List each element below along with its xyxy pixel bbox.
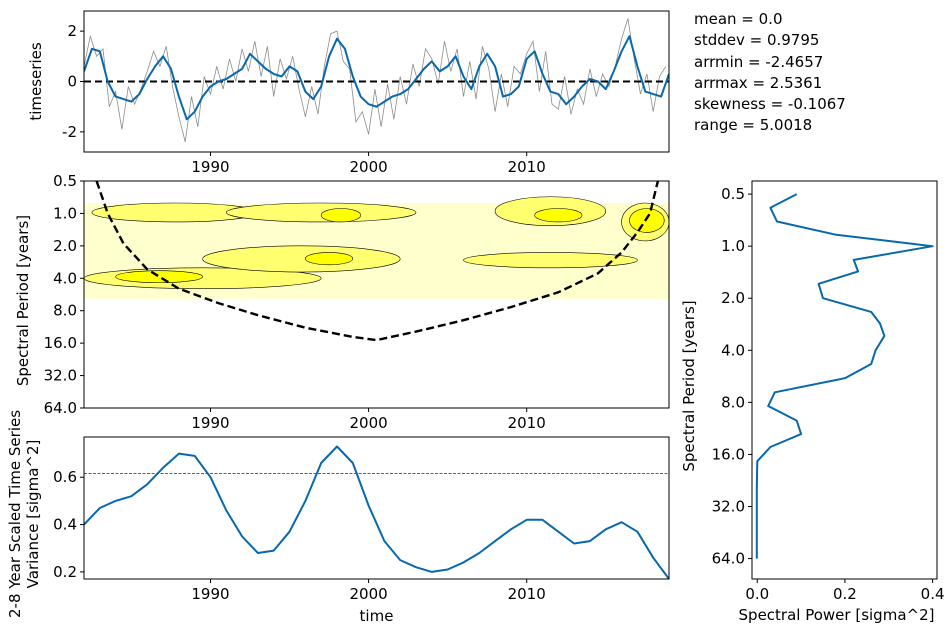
wavelet-ytick-label: 1.0 bbox=[53, 204, 77, 222]
wavelet-ytick-label: 4.0 bbox=[53, 269, 77, 287]
global-spectrum-xtick-label: 0.4 bbox=[921, 585, 945, 603]
timeseries-xtick-label: 1990 bbox=[191, 158, 229, 176]
cone-of-influence-line bbox=[95, 181, 660, 342]
timeseries-ytick-label: -2 bbox=[62, 123, 77, 141]
global-spectrum-ytick-label: 16.0 bbox=[712, 445, 745, 463]
timeseries-xtick-label: 2010 bbox=[508, 158, 546, 176]
scaled-average-frame bbox=[83, 436, 670, 580]
wavelet-ytick-label: 0.5 bbox=[53, 172, 77, 190]
wavelet-power-panel: 1990 2000 2010 0.5 1.0 2.0 4.0 8.0 16.0 32.0 64.0 S… bbox=[14, 172, 670, 432]
contour-region-high bbox=[534, 208, 583, 223]
wavelet-ytick-label: 2.0 bbox=[53, 237, 77, 255]
contour-region-mid bbox=[202, 245, 401, 273]
stat-stddev: stddev = 0.9795 bbox=[694, 31, 820, 50]
wavelet-ylabel: Spectral Period [years] bbox=[14, 215, 32, 386]
scaled-average-xlabel: time bbox=[360, 607, 394, 625]
scaled-average-panel: 1990 2000 2010 0.2 0.4 0.6 time 2-8 Year Scaled… bbox=[6, 410, 670, 625]
wavelet-plot-area bbox=[84, 181, 669, 342]
wavelet-ytick-label: 8.0 bbox=[53, 302, 77, 320]
wavelet-xtick-label: 2000 bbox=[350, 414, 388, 432]
contour-region-high bbox=[320, 208, 361, 223]
stats-panel: mean = 0.0 stddev = 0.9795 arrmin = -2.4… bbox=[694, 9, 846, 137]
timeseries-panel: 1990 2000 2010 -2 0 2 timeseries bbox=[27, 10, 670, 176]
global-spectrum-ytick-label: 0.5 bbox=[721, 185, 745, 203]
global-spectrum-ytick-label: 64.0 bbox=[712, 550, 745, 568]
global-spectrum-xlabel: Spectral Power [sigma^2] bbox=[739, 606, 935, 624]
wavelet-ytick-label: 64.0 bbox=[44, 399, 77, 417]
global-spectrum-ytick-label: 4.0 bbox=[721, 341, 745, 359]
global-spectrum-frame bbox=[751, 180, 938, 580]
scaled-average-ylabel-line2: Variance [sigma^2] bbox=[24, 440, 42, 589]
stat-mean: mean = 0.0 bbox=[694, 10, 783, 28]
scaled-average-line bbox=[83, 445, 670, 580]
stat-arrmin: arrmin = -2.4657 bbox=[694, 52, 824, 71]
contour-region-high bbox=[115, 270, 203, 284]
global-spectrum-ytick-label: 1.0 bbox=[721, 237, 745, 255]
global-spectrum-ytick-label: 32.0 bbox=[712, 498, 745, 516]
scaled-average-ytick-label: 0.2 bbox=[53, 563, 77, 581]
scaled-average-xtick-label: 2000 bbox=[350, 585, 388, 603]
timeseries-ytick-label: 0 bbox=[67, 73, 77, 91]
wavelet-ytick-label: 32.0 bbox=[44, 367, 77, 385]
scaled-average-xtick-label: 2010 bbox=[508, 585, 546, 603]
contour-region-high bbox=[305, 252, 354, 266]
wavelet-frame bbox=[83, 180, 670, 409]
raw-series-line bbox=[84, 18, 667, 142]
scaled-average-ytick-label: 0.4 bbox=[53, 516, 77, 534]
global-spectrum-ytick-label: 8.0 bbox=[721, 393, 745, 411]
global-spectrum-xtick-label: 0.2 bbox=[833, 585, 857, 603]
timeseries-ylabel: timeseries bbox=[27, 42, 45, 120]
scaled-average-ylabel-line1: 2-8 Year Scaled Time Series bbox=[6, 410, 24, 618]
wavelet-xtick-label: 1990 bbox=[191, 414, 229, 432]
global-spectrum-ylabel: Spectral Period [years] bbox=[680, 300, 698, 471]
scaled-average-xtick-label: 1990 bbox=[191, 585, 229, 603]
wavelet-xtick-label: 2010 bbox=[508, 414, 546, 432]
scaled-average-ytick-label: 0.6 bbox=[53, 468, 77, 486]
global-spectrum-panel: 0.0 0.2 0.4 0.5 1.0 2.0 4.0 8.0 16.0 32.0 64.0 Spec… bbox=[680, 180, 945, 624]
global-spectrum-line bbox=[755, 193, 934, 559]
stat-range: range = 5.0018 bbox=[694, 116, 813, 135]
global-spectrum-ytick-label: 2.0 bbox=[721, 289, 745, 307]
global-spectrum-xtick-label: 0.0 bbox=[745, 585, 769, 603]
contour-region-high bbox=[629, 208, 665, 233]
contour-region-mid bbox=[225, 202, 417, 223]
timeseries-ytick-label: 2 bbox=[67, 22, 77, 40]
wavelet-ytick-label: 16.0 bbox=[44, 334, 77, 352]
smoothed-series-line bbox=[84, 35, 669, 121]
contour-region-mid bbox=[463, 252, 638, 269]
stat-arrmax: arrmax = 2.5361 bbox=[694, 73, 823, 92]
timeseries-plot-area bbox=[84, 18, 669, 142]
timeseries-xtick-label: 2000 bbox=[350, 158, 388, 176]
stat-skewness: skewness = -0.1067 bbox=[694, 95, 846, 114]
